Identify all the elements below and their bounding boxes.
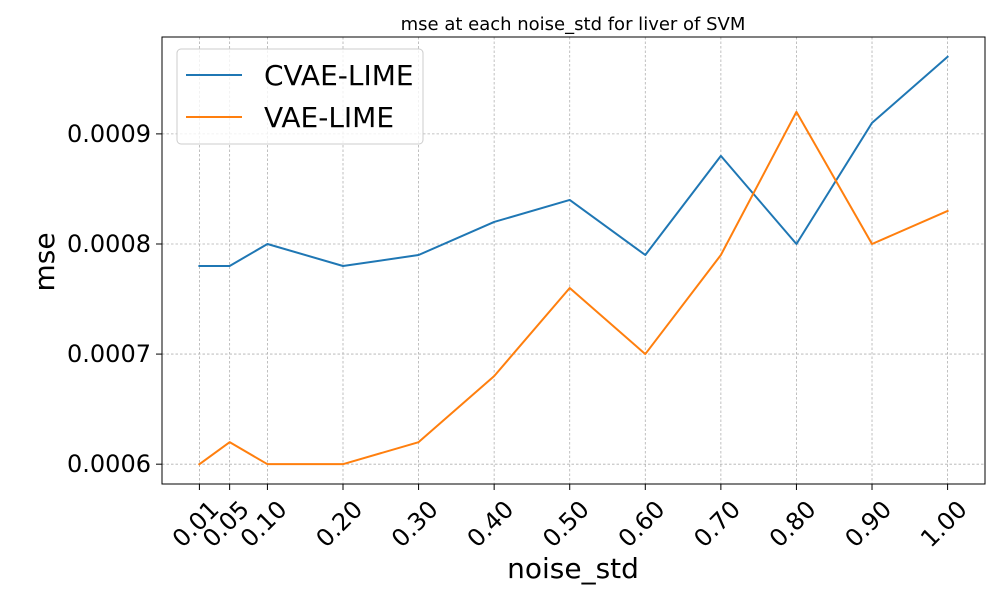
plot-area-frame	[161, 36, 986, 485]
legend: CVAE-LIME VAE-LIME	[176, 48, 424, 145]
legend-label: CVAE-LIME	[264, 59, 414, 92]
y-tick-label: 0.0006	[67, 450, 151, 478]
series-line-vae-lime	[198, 110, 949, 466]
x-tick-label: 0.40	[462, 495, 520, 553]
chart-title: mse at each noise_std for liver of SVM	[401, 14, 746, 35]
axis-ticks: 0.010.050.10 0.20 0.30 0.40 0.50 0.60 0.70 0.80…	[67, 120, 973, 553]
x-tick-label: 0.60	[613, 495, 671, 553]
x-tick-label: 0.10	[235, 495, 293, 553]
x-tick-label: 0.50	[537, 495, 595, 553]
legend-box	[176, 48, 424, 145]
y-tick-label: 0.0008	[67, 230, 151, 258]
x-tick-label: 0.30	[386, 495, 444, 553]
y-tick-label: 0.0009	[67, 120, 151, 148]
y-tick-label: 0.0007	[67, 340, 151, 368]
x-axis-label: noise_std	[507, 552, 639, 585]
series-line-cvae-lime	[198, 55, 950, 267]
legend-label: VAE-LIME	[264, 101, 394, 134]
x-tick-label: 0.90	[840, 495, 898, 553]
x-tick-label: 0.70	[688, 495, 746, 553]
y-axis-label: mse	[28, 232, 61, 291]
x-tick-label: 1.00	[915, 495, 973, 553]
x-tick-label: 0.20	[311, 495, 369, 553]
x-tick-label: 0.80	[764, 495, 822, 553]
series-lines	[198, 55, 950, 466]
